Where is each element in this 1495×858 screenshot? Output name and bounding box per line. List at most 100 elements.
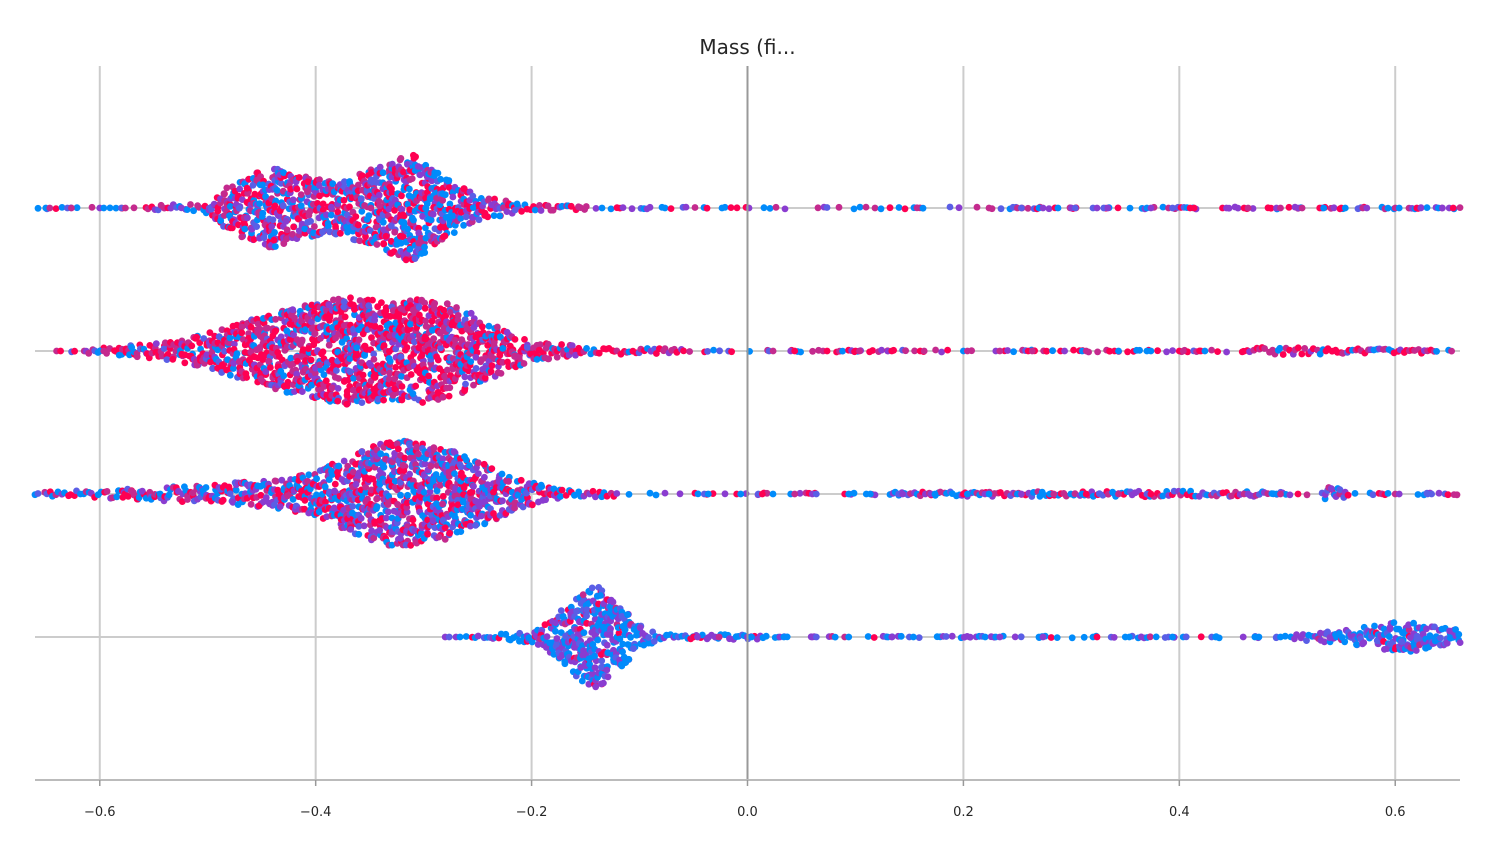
data-point-row-0	[328, 203, 335, 211]
data-point-row-1	[350, 374, 357, 382]
data-point-row-0	[376, 163, 384, 171]
data-point-row-1	[353, 352, 360, 359]
data-point-row-0	[469, 192, 477, 200]
data-point-row-1	[1136, 346, 1143, 354]
data-point-row-0	[259, 213, 266, 220]
data-point-row-1	[430, 301, 438, 309]
data-point-row-2	[737, 490, 745, 498]
data-point-row-3	[1371, 622, 1378, 630]
data-point-row-2	[247, 500, 255, 508]
data-point-row-0	[46, 204, 54, 212]
data-point-row-0	[329, 180, 337, 188]
data-point-row-0	[214, 207, 222, 215]
data-point-row-0	[130, 204, 138, 212]
data-point-row-2	[721, 490, 729, 498]
data-point-row-2	[812, 490, 820, 498]
data-point-row-1	[409, 390, 417, 398]
data-point-row-2	[704, 490, 712, 498]
data-point-row-0	[682, 203, 690, 211]
data-point-row-3	[1146, 633, 1154, 641]
data-point-row-0	[997, 205, 1005, 213]
data-point-row-0	[727, 204, 735, 212]
data-point-row-1	[1124, 348, 1131, 356]
data-point-row-0	[667, 205, 675, 213]
data-point-row-0	[280, 169, 287, 177]
data-point-row-1	[558, 341, 565, 348]
data-point-row-0	[1298, 204, 1306, 212]
data-point-row-1	[361, 352, 368, 359]
data-point-row-1	[369, 296, 376, 304]
data-point-row-2	[517, 476, 525, 484]
data-point-row-2	[1384, 490, 1392, 497]
data-point-row-2	[315, 508, 323, 516]
data-point-row-0	[223, 184, 231, 192]
data-point-row-0	[503, 208, 511, 216]
data-point-row-1	[311, 369, 319, 377]
data-point-row-1	[196, 339, 204, 347]
data-point-row-3	[1039, 633, 1047, 641]
data-point-row-2	[313, 475, 320, 483]
data-point-row-0	[295, 174, 303, 181]
data-point-row-3	[604, 673, 612, 681]
data-point-row-2	[406, 470, 413, 478]
data-point-row-2	[480, 460, 488, 468]
data-point-row-2	[511, 500, 518, 507]
data-point-row-0	[268, 223, 276, 230]
data-point-row-0	[781, 205, 789, 213]
data-point-row-0	[272, 243, 279, 250]
data-point-row-2	[399, 461, 407, 469]
data-point-row-0	[297, 202, 305, 210]
data-point-row-0	[955, 204, 963, 212]
data-point-row-1	[680, 347, 687, 355]
data-point-row-1	[200, 335, 208, 342]
data-point-row-1	[376, 324, 384, 332]
data-point-row-1	[358, 399, 366, 406]
data-point-row-0	[1169, 204, 1176, 212]
data-point-row-1	[316, 361, 324, 369]
data-point-row-2	[475, 470, 482, 477]
data-point-row-0	[229, 224, 236, 232]
data-point-row-1	[218, 326, 226, 334]
data-point-row-1	[869, 347, 876, 354]
data-point-row-3	[1255, 633, 1263, 641]
data-point-row-3	[1390, 619, 1398, 626]
data-point-row-1	[418, 352, 426, 359]
data-point-row-2	[474, 459, 482, 467]
data-point-row-2	[446, 529, 453, 537]
data-point-row-1	[152, 340, 160, 347]
data-point-row-1	[407, 371, 415, 378]
data-point-row-1	[523, 344, 531, 351]
data-point-row-0	[238, 233, 246, 241]
data-point-row-0	[646, 203, 654, 211]
data-point-row-3	[474, 632, 482, 640]
data-point-row-1	[309, 335, 316, 343]
data-point-row-0	[823, 204, 831, 211]
data-point-row-0	[397, 239, 405, 247]
data-point-row-2	[845, 490, 853, 498]
x-tick-label: 0.2	[953, 805, 974, 820]
data-point-row-1	[1169, 347, 1176, 354]
data-point-row-3	[845, 633, 853, 641]
data-point-row-1	[226, 334, 234, 342]
data-point-row-0	[332, 223, 339, 230]
data-point-row-1	[716, 347, 723, 355]
data-point-row-1	[230, 359, 238, 367]
data-point-row-1	[1179, 347, 1187, 355]
data-point-row-1	[1154, 347, 1161, 355]
x-tick-label: −0.2	[516, 805, 548, 820]
data-point-row-2	[395, 445, 402, 453]
data-point-row-3	[609, 598, 617, 606]
data-point-row-1	[710, 346, 717, 354]
data-point-row-1	[371, 317, 378, 324]
data-point-row-1	[419, 399, 426, 406]
data-point-row-2	[467, 511, 474, 519]
data-point-row-1	[299, 346, 307, 353]
data-point-row-1	[340, 298, 348, 306]
data-point-row-3	[864, 633, 872, 640]
data-point-row-0	[68, 204, 75, 212]
data-point-row-1	[1223, 348, 1230, 356]
data-point-row-0	[304, 178, 312, 186]
data-point-row-2	[413, 443, 421, 451]
data-point-row-1	[271, 328, 279, 336]
data-point-row-1	[355, 336, 363, 344]
